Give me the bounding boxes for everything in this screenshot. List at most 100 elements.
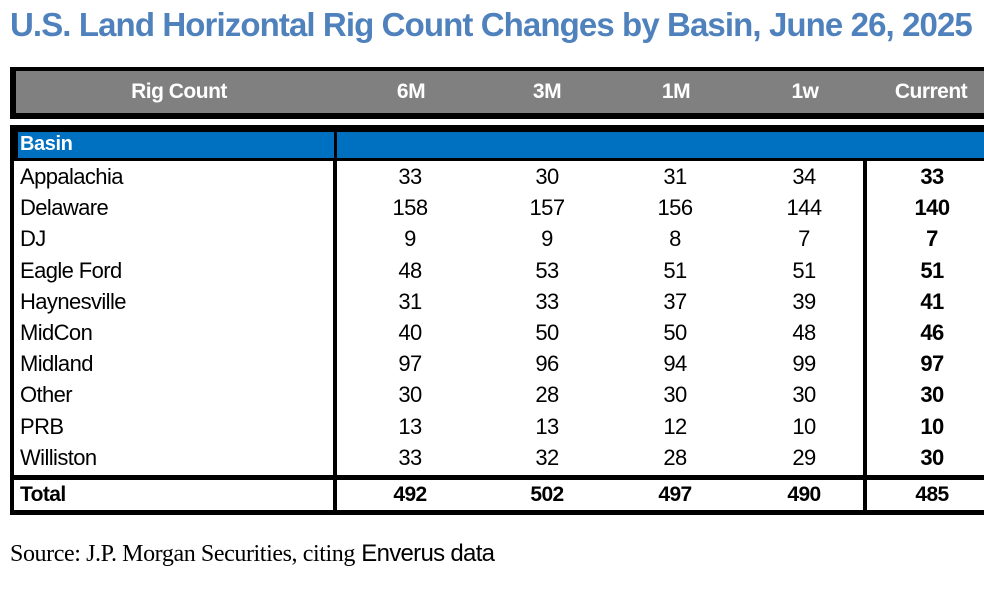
table-row: Other 30 28 30 30 30 <box>10 379 984 410</box>
basin-name: Other <box>20 382 73 408</box>
current-value: 97 <box>920 351 944 377</box>
period-value: 53 <box>535 257 559 283</box>
rig-count-table: Rig Count 6M 3M 1M 1w Current Basin Appa… <box>10 67 984 516</box>
period-value: 50 <box>663 320 687 345</box>
period-value: 8 <box>669 226 681 252</box>
total-value: 497 <box>658 483 692 506</box>
header-1m: 1M <box>661 80 691 103</box>
basin-name: MidCon <box>20 320 93 345</box>
period-value: 51 <box>663 257 687 283</box>
basin-name: Eagle Ford <box>20 257 122 283</box>
period-value: 9 <box>541 226 553 252</box>
basin-name: Williston <box>20 444 97 470</box>
period-value: 13 <box>398 413 422 439</box>
current-value: 140 <box>914 195 951 221</box>
period-value: 99 <box>792 351 816 377</box>
total-value: 502 <box>530 483 564 506</box>
total-label: Total <box>20 483 66 506</box>
header-current: Current <box>894 80 968 103</box>
basin-name: PRB <box>20 413 64 439</box>
header-3m: 3M <box>532 80 562 103</box>
period-value: 48 <box>792 320 816 345</box>
period-value: 30 <box>398 382 422 408</box>
basin-name: Haynesville <box>20 288 127 314</box>
table-header-bar: Rig Count 6M 3M 1M 1w Current <box>16 71 984 113</box>
name-column-divider <box>333 161 337 475</box>
current-value: 10 <box>920 413 944 439</box>
current-value: 46 <box>920 320 944 345</box>
total-top-rule <box>10 475 984 480</box>
total-left-border <box>10 480 14 510</box>
header-rig-count: Rig Count <box>131 80 227 103</box>
current-value: 33 <box>920 164 944 189</box>
basin-name: Appalachia <box>20 164 123 189</box>
header-6m: 6M <box>396 80 426 103</box>
period-value: 51 <box>792 257 816 283</box>
current-value: 51 <box>920 257 944 283</box>
period-value: 29 <box>792 444 816 470</box>
current-value: 30 <box>920 444 944 470</box>
period-value: 96 <box>535 351 559 377</box>
period-value: 37 <box>663 288 687 314</box>
section-band-fill <box>337 132 984 158</box>
total-value: 490 <box>787 483 821 506</box>
period-value: 33 <box>398 164 422 189</box>
header-1w: 1w <box>791 80 819 103</box>
period-value: 30 <box>663 382 687 408</box>
header-spacer <box>16 119 984 125</box>
section-label-basin: Basin <box>18 132 334 158</box>
table-row: MidCon 40 50 50 48 46 <box>10 317 984 348</box>
period-value: 157 <box>529 195 566 221</box>
period-value: 156 <box>657 195 694 221</box>
period-value: 32 <box>535 444 559 470</box>
current-value: 7 <box>926 226 938 252</box>
period-value: 12 <box>663 413 687 439</box>
total-current-divider <box>863 480 867 510</box>
table-row: PRB 13 13 12 10 10 <box>10 411 984 442</box>
current-column-divider <box>863 161 867 475</box>
source-text: Source: J.P. Morgan Securities, citing <box>10 541 355 567</box>
table-row: Eagle Ford 48 53 51 51 51 <box>10 255 984 286</box>
period-value: 50 <box>535 320 559 345</box>
basin-name: Midland <box>20 351 93 377</box>
table-row: Appalachia 33 30 31 34 33 <box>10 161 984 192</box>
period-value: 40 <box>398 320 422 345</box>
period-value: 33 <box>398 444 422 470</box>
period-value: 158 <box>392 195 429 221</box>
table-body: Appalachia 33 30 31 34 33 Delaware 158 157 156 144… <box>10 161 984 475</box>
period-value: 31 <box>663 164 687 189</box>
table-row: Midland 97 96 94 99 97 <box>10 348 984 379</box>
source-data-credit: Enverus data <box>361 540 495 567</box>
period-value: 7 <box>798 226 810 252</box>
page-title: U.S. Land Horizontal Rig Count Changes b… <box>10 6 973 43</box>
period-value: 144 <box>786 195 823 221</box>
left-border <box>10 161 14 475</box>
table-header: Rig Count 6M 3M 1M 1w Current <box>10 67 984 119</box>
period-value: 33 <box>535 288 559 314</box>
table-row: Haynesville 31 33 37 39 41 <box>10 286 984 317</box>
period-value: 31 <box>398 288 422 314</box>
table-row: DJ 9 9 8 7 7 <box>10 223 984 254</box>
period-value: 30 <box>792 382 816 408</box>
period-value: 10 <box>792 413 816 439</box>
current-value: 41 <box>920 288 944 314</box>
period-value: 28 <box>535 382 559 408</box>
period-value: 48 <box>398 257 422 283</box>
source-note: Source: J.P. Morgan Securities, citing E… <box>10 540 495 568</box>
total-row: Total 492 502 497 490 485 <box>10 480 984 510</box>
period-value: 97 <box>398 351 422 377</box>
table-row: Delaware 158 157 156 144 140 <box>10 192 984 223</box>
basin-name: DJ <box>20 226 46 252</box>
basin-name: Delaware <box>20 195 109 221</box>
period-value: 30 <box>535 164 559 189</box>
total-bottom-rule <box>10 510 984 515</box>
period-value: 94 <box>663 351 687 377</box>
period-value: 9 <box>404 226 416 252</box>
period-value: 28 <box>663 444 687 470</box>
total-value: 492 <box>393 483 427 506</box>
total-name-divider <box>333 480 337 510</box>
current-value: 30 <box>920 382 944 408</box>
period-value: 13 <box>535 413 559 439</box>
total-value: 485 <box>915 483 949 506</box>
period-value: 34 <box>792 164 816 189</box>
